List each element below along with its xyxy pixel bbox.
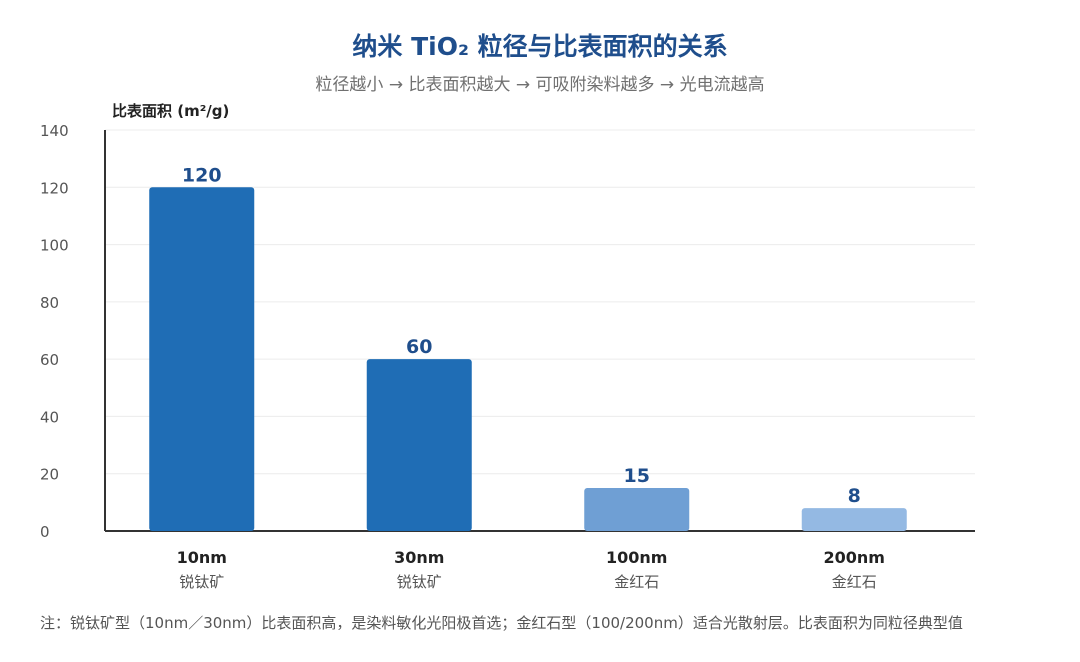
y-tick-label: 60 [40, 351, 59, 369]
bar [149, 187, 255, 532]
chart-title: 纳米 TiO₂ 粒径与比表面积的关系 [352, 32, 728, 61]
y-tick-label: 120 [40, 179, 69, 197]
x-tick-sublabel: 锐钛矿 [397, 573, 442, 591]
data-label: 60 [406, 336, 432, 358]
bar [801, 508, 907, 531]
x-tick-sublabel: 金红石 [832, 573, 877, 591]
x-tick-label: 10nm [177, 548, 227, 567]
y-tick-label: 40 [40, 408, 59, 426]
x-tick-label: 200nm [824, 548, 885, 567]
y-tick-label: 100 [40, 237, 69, 255]
data-label: 120 [182, 164, 222, 186]
x-tick-sublabel: 锐钛矿 [179, 573, 224, 591]
data-label: 8 [848, 485, 861, 507]
data-label: 15 [624, 465, 650, 487]
x-tick-label: 30nm [394, 548, 444, 567]
y-tick-label: 20 [40, 466, 59, 484]
footnote: 注：锐钛矿型（10nm／30nm）比表面积高，是染料敏化光阳极首选；金红石型（1… [40, 614, 963, 632]
bar [366, 359, 472, 531]
y-tick-label: 0 [40, 523, 50, 541]
chart-subtitle: 粒径越小 → 比表面积越大 → 可吸附染料越多 → 光电流越高 [315, 75, 765, 95]
y-tick-label: 80 [40, 294, 59, 312]
y-axis-label: 比表面积 (m²/g) [112, 102, 230, 120]
x-tick-label: 100nm [606, 548, 667, 567]
bar [584, 488, 690, 531]
x-tick-sublabel: 金红石 [614, 573, 659, 591]
y-tick-label: 140 [40, 122, 69, 140]
